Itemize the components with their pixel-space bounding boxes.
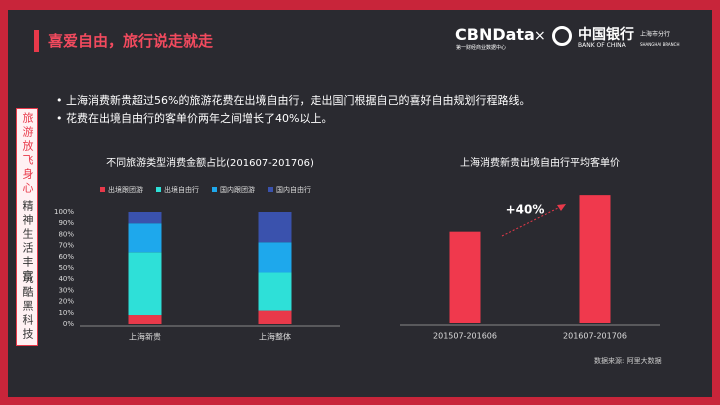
y-tick-label: 20%: [58, 298, 74, 306]
times: ×: [534, 28, 546, 44]
boc-branch-en: SHANGHAI BRANCH: [640, 42, 680, 47]
y-tick-label: 90%: [58, 219, 74, 227]
y-tick-label: 70%: [58, 242, 74, 250]
sidebar-item: 精神生活丰富: [21, 200, 34, 284]
x-tick-label: 201507-201606: [433, 332, 497, 341]
annotation: +40%: [506, 203, 545, 217]
x-tick-label: 201607-201706: [563, 332, 627, 341]
y-tick-label: 80%: [58, 230, 74, 238]
bar-segment: [128, 252, 162, 316]
sidebar-box: [16, 108, 38, 346]
boc-icon: [552, 26, 572, 46]
bullet-text: 上海消费新贵超过56%的旅游花费在出境自由行，走出国门根据自己的喜好自由规划行程…: [66, 94, 531, 107]
cbn-sub: 第一财经商业数据中心: [456, 45, 507, 51]
legend-swatch: [156, 187, 161, 192]
bullet: • 上海消费新贵超过56%的旅游花费在出境自由行，走出国门根据自己的喜好自由规划…: [56, 94, 531, 107]
y-tick-label: 0%: [63, 320, 74, 328]
boc-en: BANK OF CHINA: [578, 42, 626, 49]
boc-branch: 上海市分行: [640, 31, 671, 38]
annotation-arrow: [501, 205, 563, 237]
y-tick-label: 100%: [54, 208, 74, 216]
y-tick-label: 10%: [58, 309, 74, 317]
legend-swatch: [268, 187, 273, 192]
sidebar-item: 玩酷黑科技: [21, 272, 34, 342]
title-bar: [34, 30, 39, 52]
legend-label: 出境自由行: [164, 185, 199, 194]
bar-segment: [258, 242, 292, 273]
legend-label: 国内自由行: [276, 185, 311, 194]
legend-label: 出境跟团游: [108, 185, 143, 194]
bullet: • 花费在出境自由行的客单价两年之间增长了40%以上。: [56, 112, 333, 125]
bar-segment: [258, 310, 292, 324]
arrow-head: [557, 204, 566, 211]
x-tick-label: 上海新贵: [129, 332, 161, 342]
x-tick-label: 上海整体: [259, 332, 291, 342]
bar: [449, 231, 481, 323]
legend-label: 国内跟团游: [220, 185, 255, 194]
legend-swatch: [100, 187, 105, 192]
bar-segment: [128, 315, 162, 324]
bar: [579, 195, 611, 323]
bar-segment: [128, 212, 162, 224]
chart-title: 上海消费新贵出境自由行平均客单价: [460, 156, 620, 169]
boc-name: 中国银行: [578, 27, 634, 43]
bullet-text: 花费在出境自由行的客单价两年之间增长了40%以上。: [66, 112, 333, 125]
chart-title: 不同旅游类型消费金额占比(201607-201706): [106, 156, 314, 169]
y-tick-label: 30%: [58, 286, 74, 294]
y-tick-label: 50%: [58, 264, 74, 272]
sidebar-item: 旅游放飞身心: [21, 112, 34, 196]
legend-swatch: [212, 187, 217, 192]
bar-segment: [258, 212, 292, 243]
bar-segment: [258, 272, 292, 311]
y-tick-label: 40%: [58, 275, 74, 283]
cbn-logo: CBNData: [455, 25, 535, 44]
source: 数据来源: 阿里大数据: [594, 357, 662, 365]
y-tick-label: 60%: [58, 253, 74, 261]
bar-segment: [128, 223, 162, 253]
title: 喜爱自由，旅行说走就走: [48, 32, 214, 50]
